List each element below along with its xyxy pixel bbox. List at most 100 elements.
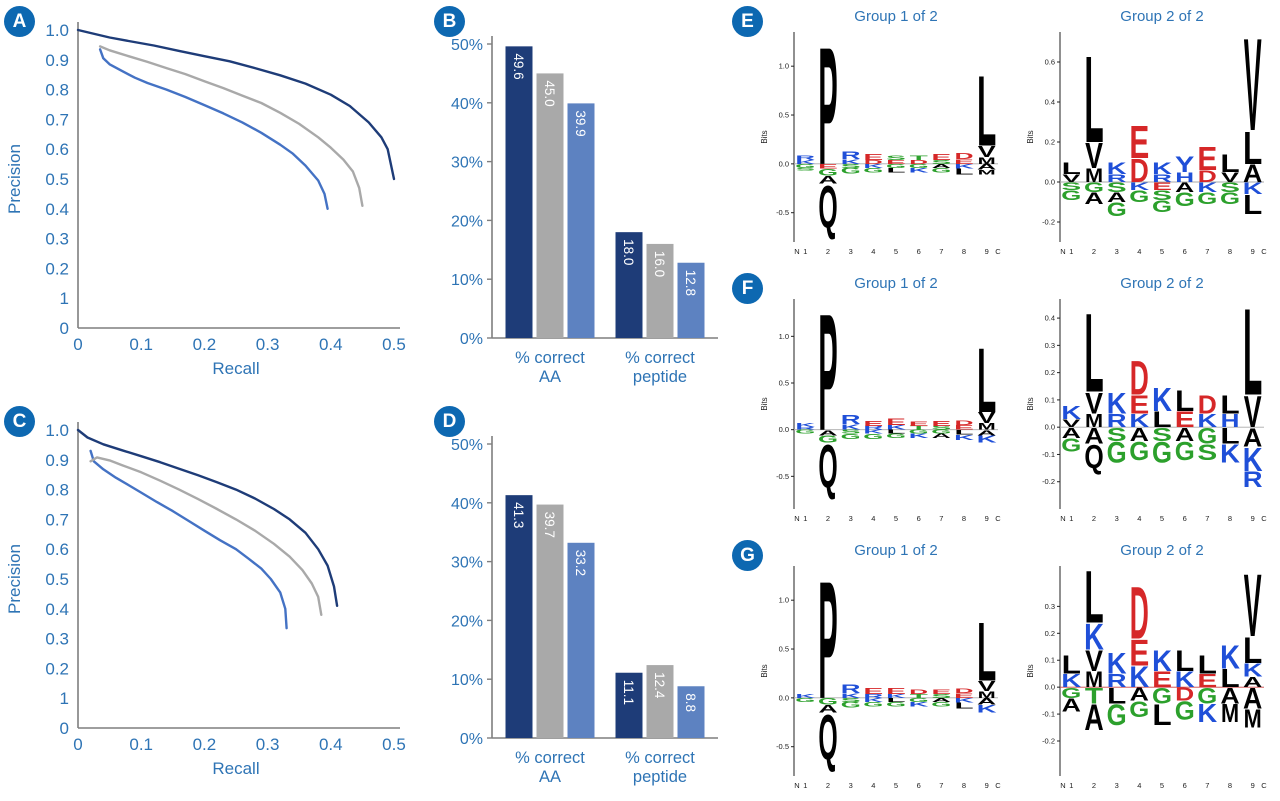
svg-text:Group 1 of 2: Group 1 of 2 xyxy=(854,275,937,292)
pr-curve-chart-c: 1.0 0.9 0.8 0.7 0.6 0.5 0.4 0.3 0.2 1 00 0.1 0.2 0.3 0… xyxy=(5,421,406,778)
svg-text:0.2: 0.2 xyxy=(1045,629,1055,638)
svg-text:12.8: 12.8 xyxy=(683,270,698,296)
svg-text:0.2: 0.2 xyxy=(45,259,69,278)
svg-text:K: K xyxy=(1061,671,1081,692)
svg-text:1.0: 1.0 xyxy=(779,596,789,605)
svg-text:N: N xyxy=(1060,514,1065,523)
svg-text:S: S xyxy=(841,163,861,169)
svg-text:M: M xyxy=(1221,699,1239,728)
svg-text:1.0: 1.0 xyxy=(779,332,789,341)
svg-text:G: G xyxy=(1107,698,1127,731)
svg-text:L: L xyxy=(954,428,973,435)
svg-text:K: K xyxy=(1061,402,1081,423)
svg-text:L: L xyxy=(1243,631,1262,672)
svg-text:K: K xyxy=(1220,439,1240,468)
svg-text:E: E xyxy=(1175,407,1195,433)
svg-text:L: L xyxy=(1062,651,1081,680)
svg-text:K: K xyxy=(909,433,930,440)
svg-text:40%: 40% xyxy=(451,496,483,513)
svg-text:G: G xyxy=(1084,180,1104,195)
svg-text:K: K xyxy=(841,423,861,431)
svg-text:T: T xyxy=(910,693,928,699)
svg-text:K: K xyxy=(795,693,816,699)
svg-text:S: S xyxy=(1152,188,1172,203)
svg-text:0.8: 0.8 xyxy=(45,481,69,500)
svg-text:E: E xyxy=(1129,117,1149,168)
svg-text:K: K xyxy=(1084,617,1104,658)
svg-text:3: 3 xyxy=(849,247,853,256)
panel-e-badge: E xyxy=(732,6,763,37)
svg-text:7: 7 xyxy=(1205,247,1209,256)
svg-text:D: D xyxy=(1130,153,1149,189)
svg-text:0.3: 0.3 xyxy=(1045,341,1055,350)
svg-text:3: 3 xyxy=(1115,514,1119,523)
svg-text:-0.2: -0.2 xyxy=(1042,477,1055,486)
svg-text:R: R xyxy=(841,683,861,696)
svg-text:G: G xyxy=(1129,697,1149,722)
svg-text:6: 6 xyxy=(917,514,921,523)
svg-text:N: N xyxy=(794,781,799,790)
svg-text:0: 0 xyxy=(73,735,82,754)
svg-text:9: 9 xyxy=(1251,514,1255,523)
svg-text:R: R xyxy=(863,693,883,699)
svg-text:Y: Y xyxy=(1175,153,1194,177)
svg-text:G: G xyxy=(841,701,861,710)
svg-text:A: A xyxy=(1243,423,1262,453)
svg-text:0.0: 0.0 xyxy=(779,159,789,168)
svg-text:A: A xyxy=(977,163,996,172)
svg-text:L: L xyxy=(1220,391,1239,420)
svg-text:K: K xyxy=(1129,410,1149,431)
svg-text:K: K xyxy=(1243,660,1263,681)
svg-text:A: A xyxy=(1062,424,1082,441)
panel-b: B 0% 10% 20% 30% 40% 50% 49.6 45.0 39.9 % correct… xyxy=(430,0,730,400)
svg-text:3: 3 xyxy=(849,514,853,523)
svg-text:20%: 20% xyxy=(451,613,483,630)
svg-text:M: M xyxy=(1085,667,1103,692)
svg-text:D: D xyxy=(954,152,973,161)
svg-text:12.4: 12.4 xyxy=(652,672,667,699)
svg-text:0.5: 0.5 xyxy=(45,570,69,589)
svg-text:L: L xyxy=(1220,665,1239,694)
svg-text:30%: 30% xyxy=(451,555,483,572)
svg-text:L: L xyxy=(1084,557,1103,639)
svg-text:Bits: Bits xyxy=(760,397,769,410)
svg-text:S: S xyxy=(1061,180,1081,192)
svg-text:0.0: 0.0 xyxy=(1045,423,1055,432)
svg-text:0.3: 0.3 xyxy=(45,230,69,249)
svg-text:4: 4 xyxy=(871,247,875,256)
svg-text:Group 1 of 2: Group 1 of 2 xyxy=(854,542,937,559)
svg-text:Recall: Recall xyxy=(212,759,259,778)
svg-text:0.6: 0.6 xyxy=(1045,58,1055,67)
svg-text:9: 9 xyxy=(985,247,989,256)
svg-text:Bits: Bits xyxy=(1026,664,1035,677)
svg-text:G: G xyxy=(931,429,951,435)
svg-text:A: A xyxy=(818,704,838,716)
svg-text:8.8: 8.8 xyxy=(683,693,698,712)
svg-text:E: E xyxy=(1152,667,1172,692)
svg-text:2: 2 xyxy=(826,247,830,256)
svg-text:-0.1: -0.1 xyxy=(1042,710,1055,719)
panel-g-badge: G xyxy=(732,540,763,571)
svg-text:L: L xyxy=(1175,384,1194,418)
svg-text:% correct: % correct xyxy=(515,749,585,767)
svg-text:0.4: 0.4 xyxy=(45,600,69,619)
svg-text:A: A xyxy=(1130,684,1149,705)
svg-text:Precision: Precision xyxy=(5,544,24,614)
svg-text:M: M xyxy=(978,169,996,177)
svg-text:T: T xyxy=(910,154,928,162)
svg-text:% correct: % correct xyxy=(625,349,695,367)
svg-text:9: 9 xyxy=(985,781,989,790)
svg-text:5: 5 xyxy=(1160,781,1164,790)
svg-text:A: A xyxy=(1243,681,1262,715)
panel-f-badge: F xyxy=(732,273,763,304)
svg-text:K: K xyxy=(1220,639,1240,676)
svg-text:0.5: 0.5 xyxy=(382,735,406,754)
svg-text:4: 4 xyxy=(871,514,875,523)
svg-text:50%: 50% xyxy=(451,37,483,54)
svg-text:0.2: 0.2 xyxy=(45,659,69,678)
svg-text:4: 4 xyxy=(1137,514,1141,523)
svg-text:D: D xyxy=(1130,352,1149,405)
svg-text:R: R xyxy=(1107,173,1127,185)
